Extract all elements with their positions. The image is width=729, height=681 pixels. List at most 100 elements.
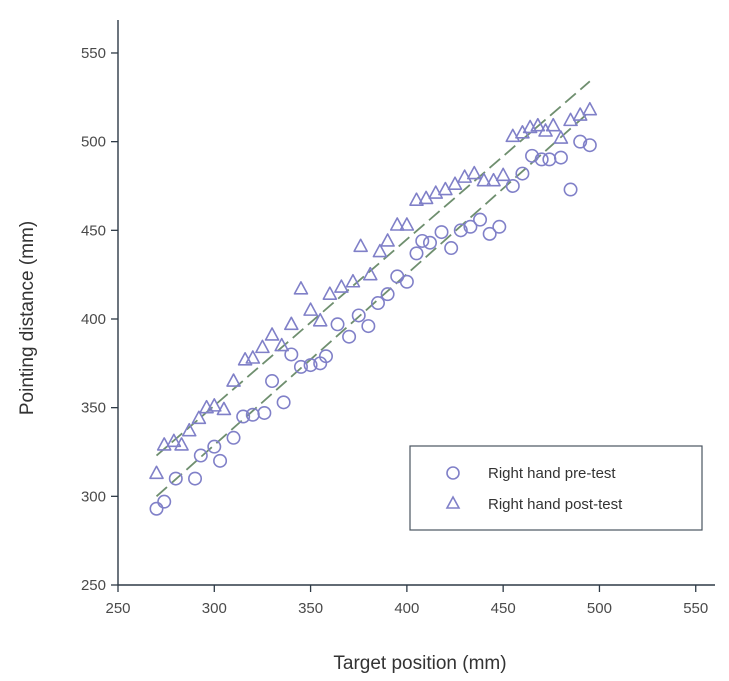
point-post-test [372,243,388,258]
legend-label-pre-test: Right hand pre-test [488,465,616,482]
point-post-test [428,185,444,199]
point-pre-test [563,182,578,197]
point-pre-test [213,453,228,468]
point-post-test [166,433,182,448]
fit-line-post-test [155,80,591,457]
point-pre-test [409,246,424,261]
x-tick-label: 300 [202,600,227,617]
point-post-test [409,192,424,206]
point-pre-test [193,448,208,463]
point-post-test [149,465,164,480]
point-pre-test [553,150,568,165]
point-pre-test [422,235,437,250]
point-post-test [274,337,289,352]
y-tick-label: 550 [81,45,106,62]
data-points [149,101,598,516]
point-post-test [226,373,241,387]
point-pre-test [473,212,488,227]
point-post-test [476,172,492,187]
point-post-test [156,437,172,451]
point-post-test [466,165,482,180]
point-pre-test [207,439,222,454]
x-tick-label: 500 [587,600,612,617]
legend: Right hand pre-test Right hand post-test [409,445,703,531]
point-post-test [216,401,232,416]
point-pre-test [351,308,366,323]
point-pre-test [168,471,183,486]
point-pre-test [534,152,549,167]
legend-circle-marker [446,466,460,480]
point-post-test [181,422,197,437]
point-pre-test [276,395,291,410]
point-pre-test [157,494,172,509]
point-post-test [255,339,270,354]
point-pre-test [188,471,203,486]
point-pre-test [342,329,357,344]
point-pre-test [482,226,497,241]
point-post-test [245,350,261,364]
point-post-test [553,130,569,144]
point-post-test [303,302,318,316]
point-post-test [399,217,415,231]
point-post-test [206,398,222,412]
point-pre-test [573,134,588,149]
y-tick-label: 300 [81,488,106,505]
y-axis-title: Pointing distance (mm) [17,221,38,415]
point-pre-test [582,138,597,153]
y-tick-label: 250 [81,577,106,594]
point-pre-test [463,219,478,234]
point-pre-test [318,349,333,364]
legend-box [409,445,703,531]
point-post-test [334,279,349,293]
legend-label-post-test: Right hand post-test [488,496,623,513]
point-post-test [545,117,561,132]
point-pre-test [257,405,272,420]
point-pre-test [390,269,405,284]
point-pre-test [361,319,376,334]
point-pre-test [444,241,459,256]
point-post-test [530,117,546,132]
point-pre-test [226,430,241,445]
point-pre-test [330,317,345,332]
point-pre-test [293,359,308,374]
point-pre-test [453,223,468,238]
x-tick-label: 250 [105,600,130,617]
point-post-test [345,273,361,288]
axes: 250 300 350 400 450 500 550 250 300 350 400 450 500 5… [81,20,715,617]
point-pre-test [399,274,414,289]
point-pre-test [303,358,318,373]
legend-triangle-marker [445,495,461,509]
y-tick-label: 350 [81,400,106,417]
point-post-test [389,217,405,231]
x-tick-label: 450 [491,600,516,617]
point-post-test [505,128,521,143]
y-tick-label: 400 [81,311,106,328]
point-post-test [293,281,309,295]
point-pre-test [236,409,251,424]
point-pre-test [415,233,430,248]
point-post-test [447,176,463,191]
point-post-test [353,238,368,253]
point-pre-test [284,347,299,362]
point-post-test [582,101,598,116]
point-pre-test [515,166,530,181]
point-pre-test [525,148,540,163]
point-pre-test [149,501,164,516]
point-post-test [322,286,338,300]
x-tick-label: 350 [298,600,323,617]
point-pre-test [380,287,395,302]
point-pre-test [492,219,507,234]
fit-lines [155,80,591,498]
point-post-test [362,266,378,281]
point-pre-test [505,178,520,193]
point-post-test [457,169,472,183]
point-pre-test [265,374,280,389]
point-pre-test [370,296,385,311]
point-post-test [264,327,280,341]
point-post-test [495,167,511,182]
point-pre-test [542,152,557,167]
point-post-test [312,312,328,327]
point-pre-test [434,225,449,240]
point-post-test [380,233,395,247]
point-post-test [191,410,207,425]
